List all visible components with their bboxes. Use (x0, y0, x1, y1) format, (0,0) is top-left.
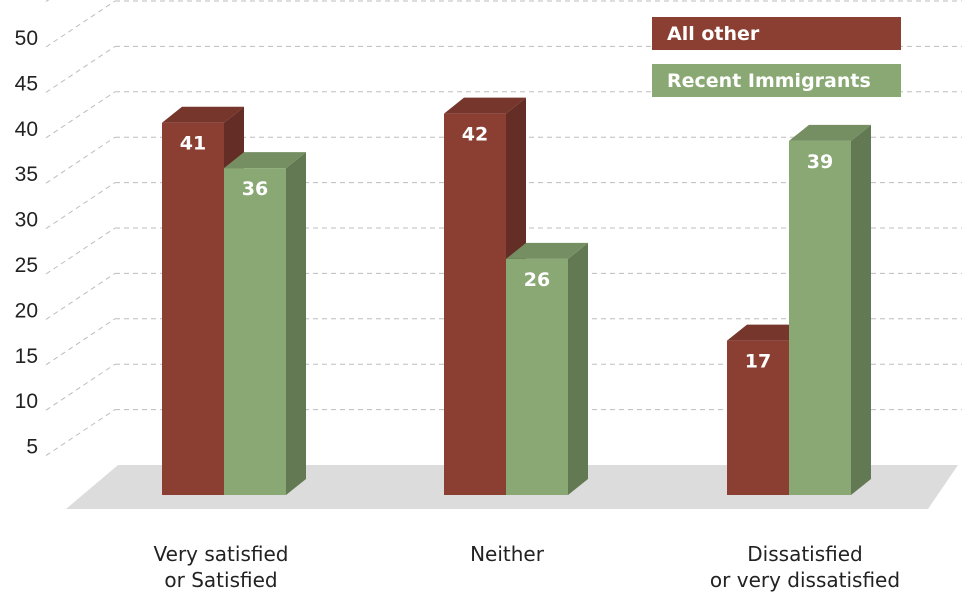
y-tick-label: 30 (15, 209, 38, 232)
y-axis-ticks: 5 10 15 20 25 30 35 40 45 50 (15, 27, 38, 459)
bar-value-label: 26 (524, 269, 550, 291)
bar-value-label: 17 (745, 351, 771, 373)
legend-label: Recent Immigrants (667, 70, 871, 92)
bar-side (286, 152, 306, 495)
y-tick-label: 20 (15, 299, 38, 322)
x-category-label: or Satisfied (164, 568, 277, 592)
grid-diagonal (45, 409, 116, 457)
legend-label: All other (667, 23, 760, 45)
bar-side (568, 242, 588, 495)
bar (224, 168, 286, 495)
y-tick-label: 5 (26, 436, 38, 459)
bar-top (444, 97, 526, 114)
bar-side (851, 124, 871, 495)
y-tick-label: 25 (15, 254, 38, 277)
legend-swatch (652, 17, 901, 50)
y-tick-label: 15 (15, 345, 38, 368)
y-tick-label: 50 (15, 27, 38, 50)
bar-value-label: 36 (242, 178, 268, 200)
bar (727, 340, 789, 495)
x-category-label: Neither (470, 542, 545, 566)
bars: 41 36 42 26 17 39 (162, 97, 871, 495)
y-tick-label: 35 (15, 163, 38, 186)
bar-value-label: 42 (462, 124, 488, 146)
bar (162, 122, 224, 495)
bar-top (789, 124, 871, 141)
grid-diagonal (45, 227, 116, 275)
bar-value-label: 39 (807, 151, 833, 173)
legend: All other Recent Immigrants (652, 17, 901, 97)
grid-diagonal (45, 363, 116, 411)
y-tick-label: 45 (15, 72, 38, 95)
grid-diagonal (45, 318, 116, 366)
grid-diagonal (45, 45, 116, 93)
grid-diagonal (45, 136, 116, 184)
bar-top (162, 106, 244, 123)
x-category-label: or very dissatisfied (710, 568, 900, 592)
bar-group: 36 (224, 152, 306, 495)
x-category-label: Very satisfied (154, 542, 289, 566)
grid-diagonal (45, 0, 50, 3)
bar (506, 258, 568, 495)
bar-group: 26 (506, 242, 588, 495)
y-tick-label: 10 (15, 390, 38, 413)
bar-group: 39 (789, 124, 871, 495)
bar-top (506, 242, 588, 259)
bar-top (224, 152, 306, 169)
bar (444, 113, 506, 495)
bar (789, 140, 851, 495)
bar-top (727, 324, 809, 341)
y-tick-label: 40 (15, 118, 38, 141)
legend-swatch (652, 64, 901, 97)
grid-diagonal (45, 272, 116, 320)
grid-diagonal (45, 182, 116, 230)
x-category-label: Dissatisfied (747, 542, 862, 566)
grid-diagonal (45, 0, 116, 48)
grid-diagonal (45, 91, 116, 139)
bar-value-label: 41 (180, 133, 206, 155)
